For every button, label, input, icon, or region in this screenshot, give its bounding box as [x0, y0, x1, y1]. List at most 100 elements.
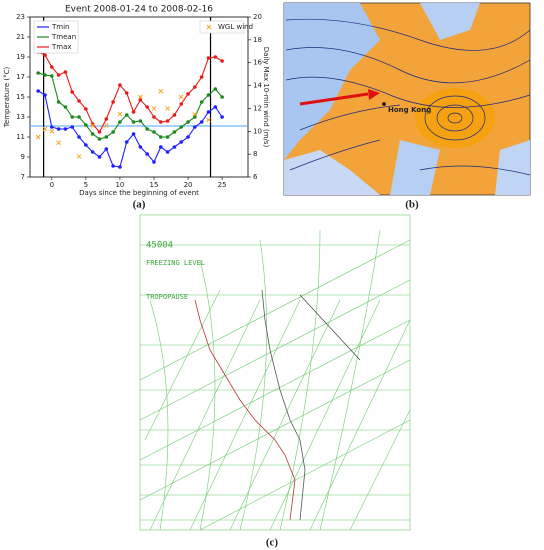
arrow: [368, 89, 380, 100]
y-tick-label: 21: [16, 33, 25, 41]
chart-title: Event 2008-01-24 to 2008-02-16: [65, 5, 213, 15]
point: [193, 85, 197, 89]
x-tick-label: 25: [218, 181, 227, 189]
skewt-label: TROPOPAUSE: [146, 293, 188, 301]
point: [36, 89, 40, 93]
point: [131, 120, 136, 124]
y-tick-label: 13: [16, 113, 25, 121]
wind-point: [151, 106, 157, 111]
point: [165, 150, 170, 154]
point: [97, 155, 102, 159]
series-line: [38, 72, 223, 140]
point: [220, 59, 224, 63]
y2-axis-label: Daily Max 10-min wind (m/s): [262, 47, 270, 148]
point: [165, 135, 170, 139]
wind-point: [206, 117, 211, 123]
point: [220, 115, 224, 119]
point: [172, 113, 177, 117]
y2-tick-label: 14: [253, 82, 262, 90]
point: [152, 130, 156, 134]
point: [124, 91, 129, 95]
point: [84, 143, 88, 147]
point: [43, 53, 47, 57]
y2-tick-label: 16: [253, 59, 262, 67]
y-axis-label: Temperature (°C): [3, 67, 11, 129]
x-tick-label: 10: [115, 181, 124, 189]
legend-box: [199, 20, 245, 34]
caption: (b): [405, 199, 419, 211]
point: [56, 127, 61, 131]
point: [104, 147, 109, 151]
point: [179, 140, 184, 144]
map-panel: Hong Kong (b): [283, 2, 531, 211]
point: [104, 117, 109, 121]
map-region: [390, 140, 440, 195]
station-id: 45004: [146, 241, 173, 251]
point: [152, 115, 156, 119]
x-tick-label: 15: [150, 181, 159, 189]
point: [84, 107, 88, 111]
map-region: [284, 3, 380, 160]
legend-swatch: [206, 24, 212, 30]
wind-point: [158, 88, 164, 94]
y2-tick-label: 8: [253, 150, 257, 158]
wind-point: [76, 154, 82, 159]
legend-label: Tmin: [51, 23, 69, 31]
point: [131, 110, 136, 114]
point: [199, 100, 204, 104]
point: [145, 127, 149, 131]
temperature-profile: [194, 299, 296, 521]
point: [138, 119, 143, 123]
point: [50, 74, 54, 78]
wind-point: [117, 111, 123, 117]
point: [36, 71, 40, 75]
point: [220, 95, 224, 99]
y2-tick-label: 12: [253, 104, 262, 112]
y-tick-label: 19: [16, 53, 25, 61]
point: [193, 115, 197, 119]
x-tick-label: 5: [84, 181, 88, 189]
point: [206, 110, 211, 114]
wind-point: [90, 123, 96, 128]
y-tick-label: 17: [16, 73, 25, 81]
point: [186, 120, 190, 124]
point: [63, 105, 68, 109]
point: [50, 125, 54, 129]
map-region: [495, 140, 530, 195]
wind-point: [138, 94, 143, 100]
wind-profile: [299, 294, 361, 361]
point: [63, 127, 68, 131]
point: [206, 56, 211, 60]
dewpoint-profile: [261, 289, 306, 521]
skewt-panel: 45004 FREEZING LEVEL TROPOPAUSE (c): [139, 214, 411, 549]
series-line: [37, 90, 223, 168]
point: [159, 120, 163, 124]
point: [213, 87, 218, 91]
legend-label: Tmax: [51, 43, 72, 51]
map-region: [415, 88, 495, 148]
x-tick-label: 20: [184, 181, 193, 189]
point: [56, 100, 61, 104]
y2-tick-label: 10: [253, 127, 262, 135]
point: [172, 130, 177, 134]
point: [172, 145, 177, 149]
wind-point: [178, 94, 184, 100]
wind-point: [35, 134, 41, 140]
point: [118, 165, 122, 169]
y-tick-label: 9: [21, 153, 25, 161]
point: [90, 150, 95, 154]
point: [199, 75, 204, 79]
point: [90, 132, 95, 136]
y2-tick-label: 18: [253, 36, 262, 44]
x-tick-label: 0: [50, 181, 54, 189]
map-region: [420, 3, 480, 40]
point: [70, 90, 75, 94]
skewt-grid: [139, 229, 411, 531]
point: [131, 132, 136, 136]
point: [152, 160, 156, 164]
point: [43, 93, 47, 97]
point: [124, 140, 129, 144]
map-region: [284, 150, 380, 195]
point: [111, 130, 115, 134]
skewt-frame: [139, 214, 411, 531]
